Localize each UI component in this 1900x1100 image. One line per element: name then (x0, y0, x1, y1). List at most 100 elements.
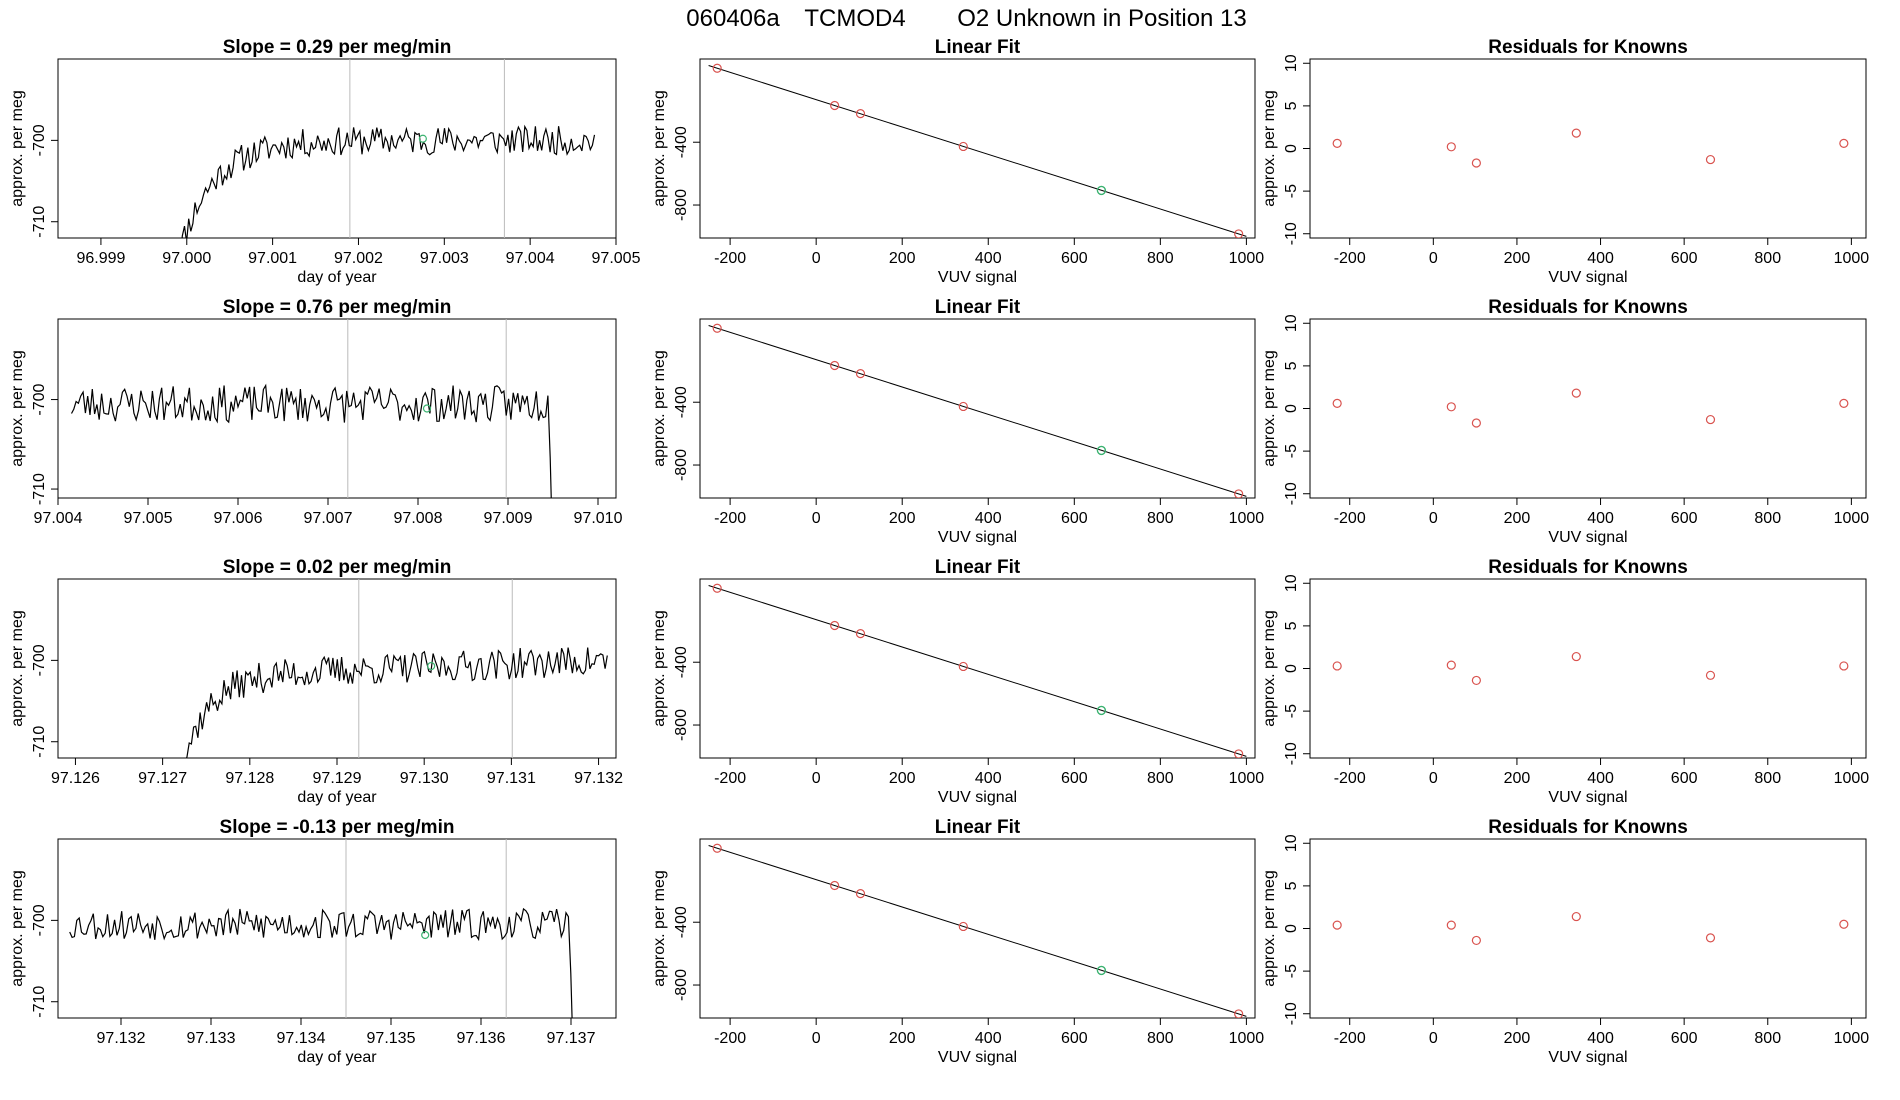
residual-point (1839, 138, 1849, 148)
x-tick-label: 1000 (1834, 510, 1870, 527)
x-tick-label: 400 (975, 770, 1002, 787)
panel-1-3: Residuals for Knowns-200 0 200 400 600 800 100… (1261, 37, 1869, 286)
x-axis-label: VUV signal (1548, 789, 1627, 806)
page-title-date: 060406a (686, 5, 780, 32)
plot-content (708, 583, 1247, 758)
y-tick-label: -5 (1283, 704, 1300, 718)
y-tick-label: -10 (1283, 1002, 1300, 1025)
y-axis-label: approx. per meg (651, 350, 668, 467)
x-tick-label: 97.130 (400, 770, 449, 787)
x-tick-label: 97.135 (367, 1030, 416, 1047)
known-point (958, 661, 968, 672)
x-tick-label: -200 (1334, 510, 1366, 527)
y-tick-label: 5 (1283, 361, 1300, 370)
plot-frame (57, 318, 617, 499)
x-tick-label: 97.127 (138, 770, 187, 787)
panel-title: Residuals for Knowns (1488, 297, 1688, 318)
y-tick-label: 0 (1283, 144, 1300, 153)
residual-point (1705, 154, 1716, 165)
x-tick-label: -200 (1334, 250, 1366, 267)
series-line (69, 907, 573, 1018)
plot-content (708, 63, 1247, 238)
panel-4-1: Slope = -0.13 per meg/min 97.132 97.133 97.… (9, 817, 617, 1066)
x-tick-label: 97.008 (394, 510, 443, 527)
y-tick-label: -400 (673, 386, 690, 418)
x-tick-label: 400 (975, 1030, 1002, 1047)
x-tick-label: 1000 (1229, 250, 1265, 267)
panels-grid: Slope = 0.29 per meg/min 96.999 97.000 97.0… (9, 37, 1870, 1066)
x-tick-label: -200 (1334, 1030, 1366, 1047)
panel-title: Slope = 0.29 per meg/min (223, 37, 452, 58)
y-tick-label: -710 (31, 986, 48, 1018)
y-axis-label: approx. per meg (651, 90, 668, 207)
x-tick-label: 97.001 (248, 250, 297, 267)
x-tick-label: 200 (889, 1030, 916, 1047)
x-axis-label: day of year (297, 1049, 377, 1066)
x-tick-label: 800 (1754, 770, 1781, 787)
known-point (712, 63, 722, 73)
x-tick-label: 400 (1587, 250, 1614, 267)
x-tick-label: 0 (1429, 770, 1438, 787)
x-tick-label: 97.004 (506, 250, 555, 267)
x-tick-label: 0 (812, 250, 821, 267)
x-tick-label: 1000 (1229, 510, 1265, 527)
x-tick-label: 97.003 (420, 250, 469, 267)
y-axis-label: approx. per meg (651, 870, 668, 987)
y-tick-label: -5 (1283, 184, 1300, 198)
x-tick-label: 97.000 (162, 250, 211, 267)
x-axis-label: day of year (297, 269, 377, 286)
fit-line (708, 324, 1247, 497)
y-tick-label: -700 (31, 904, 48, 936)
x-tick-label: 400 (1587, 1030, 1614, 1047)
x-tick-label: 400 (975, 250, 1002, 267)
y-tick-label: -700 (31, 383, 48, 415)
plot-frame (57, 58, 617, 239)
x-axis-label: day of year (297, 789, 377, 806)
y-tick-label: 10 (1283, 314, 1300, 332)
y-tick-label: -10 (1283, 222, 1300, 245)
y-tick-label: -800 (673, 709, 690, 741)
y-axis-label: approx. per meg (651, 610, 668, 727)
known-point (958, 141, 968, 152)
plot-content (185, 579, 608, 758)
series-line (185, 647, 608, 758)
x-tick-label: 600 (1061, 250, 1088, 267)
x-tick-label: 1000 (1834, 770, 1870, 787)
x-tick-label: -200 (714, 770, 746, 787)
x-tick-label: 0 (812, 510, 821, 527)
x-tick-label: 800 (1147, 250, 1174, 267)
residual-point (1571, 911, 1581, 922)
x-tick-label: 600 (1671, 770, 1698, 787)
y-tick-label: -400 (673, 126, 690, 158)
x-tick-label: 97.129 (313, 770, 362, 787)
panel-2-3: Residuals for Knowns-200 0 200 400 600 800 100… (1261, 297, 1869, 546)
residual-point (1446, 402, 1456, 412)
x-axis-label: VUV signal (1548, 269, 1627, 286)
page-title-description: O2 Unknown in Position 13 (957, 5, 1247, 32)
residual-point (1705, 670, 1716, 680)
residual-point (1571, 651, 1581, 662)
x-tick-label: 1000 (1834, 1030, 1870, 1047)
x-tick-label: 200 (889, 770, 916, 787)
x-tick-label: 600 (1061, 1030, 1088, 1047)
panel-title: Linear Fit (935, 817, 1021, 838)
panel-3-2: Linear Fit -200 0 200 400 600 800 1000 -400 -800 V… (651, 557, 1264, 806)
y-axis-label: approx. per meg (1261, 610, 1278, 727)
x-tick-label: 96.999 (76, 250, 125, 267)
residual-point (1839, 661, 1849, 671)
known-point (855, 369, 866, 379)
known-point (830, 100, 840, 111)
x-tick-label: 200 (889, 250, 916, 267)
plot-content (708, 843, 1247, 1018)
known-point (1234, 229, 1244, 238)
panel-title: Linear Fit (935, 37, 1021, 58)
y-tick-label: 0 (1283, 404, 1300, 413)
residual-point (1446, 660, 1456, 670)
y-tick-label: -800 (673, 449, 690, 481)
x-tick-label: 97.137 (547, 1030, 596, 1047)
y-tick-label: -800 (673, 969, 690, 1001)
plot-content (181, 59, 596, 238)
x-tick-label: 600 (1671, 510, 1698, 527)
known-point (855, 889, 866, 899)
residual-point (1332, 661, 1342, 671)
